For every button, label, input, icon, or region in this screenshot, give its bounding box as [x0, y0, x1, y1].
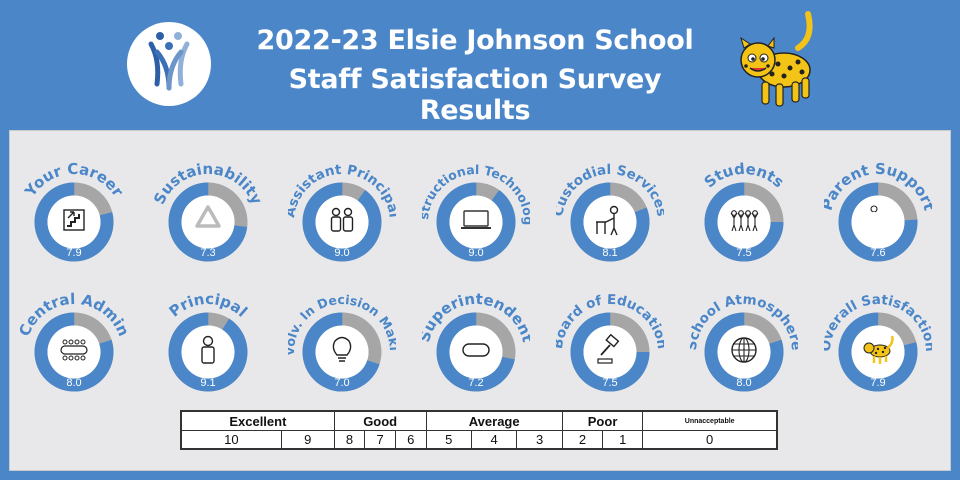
globe-icon [731, 337, 757, 363]
scale-number: 0 [642, 430, 777, 449]
scale-number: 1 [602, 430, 644, 449]
gauge-board-of-education: Board of Education7.5 [556, 280, 664, 400]
gauge-score-arc [436, 312, 516, 392]
gauge-score: 7.5 [736, 247, 752, 259]
scale-number: 10 [181, 430, 282, 449]
donut-gauge: Parent Support [824, 160, 932, 262]
scale-number: 6 [394, 430, 427, 449]
stairs-icon [63, 209, 85, 231]
donut-gauge: Central Admin [20, 290, 128, 392]
custodian-icon [596, 205, 619, 236]
gauge-principal: Principal 9.1 [154, 280, 262, 400]
donut-gauge: Involv. In Decision Making [288, 280, 396, 392]
gauge-score: 8.0 [66, 377, 82, 389]
gauge-score: 9.0 [468, 247, 484, 259]
gauge-superintendent: Superintendent7.2 [422, 280, 530, 400]
donut-gauge: Sustainability [154, 160, 262, 262]
donut-gauge: Principal [166, 290, 251, 392]
gauge-custodial-services: Custodial Services8.1 [556, 150, 664, 270]
gauge-overall-satisfaction: Overall Satisfaction7.9 [824, 280, 932, 400]
school-logo [127, 22, 211, 106]
gauge-score: 7.9 [870, 377, 886, 389]
rating-scale-legend: Excellent Good Average Poor Unnacceptabl… [180, 410, 778, 450]
meeting-table-icon [60, 339, 88, 361]
gauge-score: 7.6 [870, 247, 886, 259]
gavel-icon [597, 333, 620, 364]
gauge-sustainability: Sustainability7.3 [154, 150, 262, 270]
scale-number: 5 [425, 430, 472, 449]
person-icon [201, 335, 215, 364]
gauge-score-arc [436, 182, 516, 262]
gauge-score: 9.0 [334, 247, 350, 259]
laptop-icon [461, 210, 491, 229]
gauge-instructional-technology: Instructional Technology9.0 [422, 150, 530, 270]
gauge-score: 7.3 [200, 247, 216, 259]
scale-number: 2 [561, 430, 604, 449]
header-banner: 2022-23 Elsie Johnson School Staff Satis… [0, 0, 960, 130]
donut-gauge: Custodial Services [556, 162, 664, 262]
scale-number: 3 [516, 430, 563, 449]
gauge-score-arc [302, 312, 382, 392]
donut-gauge: School Atmosphere [690, 292, 798, 392]
gauge-score-arc [570, 312, 650, 392]
scale-number: 9 [280, 430, 335, 449]
gauge-parent-support: Parent Support7.6 [824, 150, 932, 270]
lightbulb-icon [332, 336, 352, 362]
gauge-score-arc [704, 312, 784, 392]
gauge-score: 7.0 [334, 377, 350, 389]
gauge-school-atmosphere: School Atmosphere8.0 [690, 280, 798, 400]
scale-number-row: 10 9 8 7 6 5 4 3 2 1 0 [181, 430, 777, 449]
gauge-score-arc [838, 182, 918, 262]
gauge-score-arc [168, 182, 248, 262]
gauge-your-career: Your Career 7.9 [20, 150, 128, 270]
gauge-score: 7.9 [66, 247, 82, 259]
gauge-score-arc [704, 182, 784, 262]
people-logo-icon [148, 32, 190, 91]
scale-category-poor: Poor [561, 411, 644, 431]
scale-category-row: Excellent Good Average Poor Unnacceptabl… [181, 411, 777, 431]
leopard-icon [863, 335, 894, 364]
pill-icon [462, 343, 490, 357]
scale-number: 4 [470, 430, 518, 449]
scale-category-average: Average [425, 411, 563, 431]
gauge-score: 8.0 [736, 377, 752, 389]
donut-gauge: Instructional Technology [422, 150, 530, 262]
donut-gauge: Overall Satisfaction [824, 292, 932, 392]
donut-gauge: Superintendent [422, 290, 530, 392]
page-title-line-2: Staff Satisfaction Survey Results [288, 64, 662, 126]
donut-gauge: Board of Education [556, 292, 664, 392]
gauge-score-arc [838, 312, 918, 392]
rating-scale-table: Excellent Good Average Poor Unnacceptabl… [181, 411, 777, 449]
gauge-involv-in-decision-making: Involv. In Decision Making7.0 [288, 280, 396, 400]
donut-gauge: Students [701, 160, 788, 262]
gauge-students: Students 7.5 [690, 150, 798, 270]
gauge-score: 7.2 [468, 377, 484, 389]
scale-number: 8 [333, 430, 366, 449]
gauge-score: 8.1 [602, 247, 618, 259]
leopard-mascot [728, 8, 823, 118]
scale-number: 7 [364, 430, 396, 449]
gauge-score: 7.5 [602, 377, 618, 389]
gauge-score-arc [302, 182, 382, 262]
students-icon [730, 210, 759, 232]
scale-category-excellent: Excellent [181, 411, 335, 431]
gauge-central-admin: Central Admin8.0 [20, 280, 128, 400]
scale-category-unacceptable: Unnacceptable [642, 411, 777, 431]
two-people-icon [330, 207, 354, 232]
page-title-line-1: 2022-23 Elsie Johnson School [256, 25, 694, 56]
scale-category-good: Good [333, 411, 427, 431]
donut-gauge: Your Career [21, 160, 127, 262]
leopard-mascot-icon [740, 11, 813, 107]
gauge-score: 9.1 [200, 377, 216, 389]
donut-gauge: Assistant Principal [288, 162, 396, 262]
parent-child-icon [868, 205, 887, 234]
recycle-icon [195, 205, 221, 228]
